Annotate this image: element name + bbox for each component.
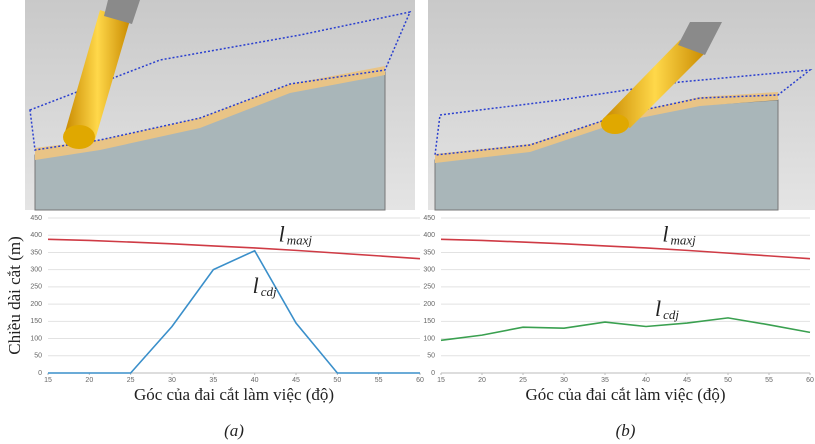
- x-tick-label: 15: [437, 377, 445, 384]
- y-tick-label: 300: [30, 267, 42, 274]
- y-tick-label: 250: [423, 284, 435, 291]
- y-tick-label: 100: [423, 335, 435, 342]
- caption: (a): [224, 421, 244, 440]
- y-axis-title: Chiều dài cắt (m): [5, 236, 24, 355]
- x-tick-label: 60: [416, 377, 424, 384]
- y-tick-label: 0: [38, 370, 42, 377]
- series-label-symbol: l: [655, 296, 661, 321]
- series-line: [441, 239, 810, 258]
- x-axis-title: Góc của đai cắt làm việc (độ): [134, 385, 334, 404]
- series-label-subscript: cdj: [261, 284, 277, 299]
- series-label-subscript: cdj: [663, 307, 679, 322]
- x-tick-label: 30: [560, 377, 568, 384]
- series-label-symbol: l: [279, 222, 285, 247]
- x-tick-label: 60: [806, 377, 814, 384]
- y-tick-label: 200: [423, 301, 435, 308]
- y-tick-label: 300: [423, 267, 435, 274]
- x-axis-title: Góc của đai cắt làm việc (độ): [525, 385, 725, 404]
- y-tick-label: 400: [423, 232, 435, 239]
- x-tick-label: 50: [333, 377, 341, 384]
- y-tick-label: 50: [34, 353, 42, 360]
- series-label-symbol: l: [662, 222, 668, 247]
- x-tick-label: 25: [127, 377, 135, 384]
- caption: (b): [616, 421, 636, 440]
- x-tick-label: 40: [642, 377, 650, 384]
- y-tick-label: 350: [30, 249, 42, 256]
- x-tick-label: 30: [168, 377, 176, 384]
- y-tick-label: 450: [30, 215, 42, 222]
- x-tick-label: 25: [519, 377, 527, 384]
- series-line: [48, 239, 420, 258]
- render-b: [428, 0, 815, 210]
- y-tick-label: 250: [30, 284, 42, 291]
- y-tick-label: 200: [30, 301, 42, 308]
- series-line: [48, 251, 420, 373]
- x-tick-label: 35: [601, 377, 609, 384]
- series-label-symbol: l: [253, 273, 259, 298]
- y-tick-label: 50: [427, 353, 435, 360]
- x-tick-label: 45: [683, 377, 691, 384]
- figure: 0501001502002503003504004501520253035404…: [0, 0, 815, 444]
- x-tick-label: 20: [478, 377, 486, 384]
- y-tick-label: 100: [30, 335, 42, 342]
- x-tick-label: 40: [251, 377, 259, 384]
- render-a: [25, 0, 415, 210]
- y-tick-label: 350: [423, 249, 435, 256]
- x-tick-label: 35: [209, 377, 217, 384]
- x-tick-label: 55: [375, 377, 383, 384]
- x-tick-label: 55: [765, 377, 773, 384]
- y-tick-label: 450: [423, 215, 435, 222]
- x-tick-label: 15: [44, 377, 52, 384]
- x-tick-label: 20: [85, 377, 93, 384]
- x-tick-label: 45: [292, 377, 300, 384]
- y-tick-label: 150: [423, 318, 435, 325]
- series-label-subscript: maxj: [671, 233, 697, 248]
- y-tick-label: 400: [30, 232, 42, 239]
- x-tick-label: 50: [724, 377, 732, 384]
- y-tick-label: 0: [431, 370, 435, 377]
- y-tick-label: 150: [30, 318, 42, 325]
- series-label-subscript: maxj: [287, 233, 313, 248]
